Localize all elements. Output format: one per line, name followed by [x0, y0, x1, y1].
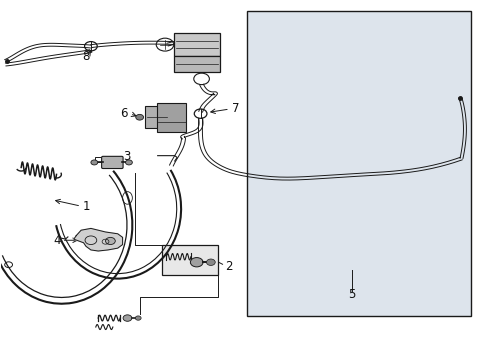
Circle shape	[190, 257, 203, 267]
Text: 5: 5	[347, 288, 355, 301]
Text: 6: 6	[120, 107, 127, 120]
Text: 1: 1	[82, 201, 90, 213]
Text: 2: 2	[224, 260, 232, 273]
Bar	[161, 244, 217, 275]
Circle shape	[105, 237, 115, 244]
Text: 3: 3	[122, 150, 130, 163]
Polygon shape	[74, 228, 122, 251]
Bar	[246, 12, 470, 316]
Circle shape	[135, 316, 141, 320]
Circle shape	[206, 259, 215, 265]
Text: 4: 4	[53, 234, 61, 247]
Bar	[95, 157, 109, 162]
Bar	[173, 56, 220, 72]
Circle shape	[125, 160, 132, 165]
FancyBboxPatch shape	[102, 156, 123, 168]
Circle shape	[91, 160, 98, 165]
Bar	[157, 103, 185, 132]
Circle shape	[136, 114, 143, 120]
Text: 7: 7	[232, 102, 239, 115]
Text: 8: 8	[82, 50, 89, 63]
Bar	[173, 33, 220, 56]
Bar	[144, 107, 171, 128]
Circle shape	[123, 315, 132, 321]
